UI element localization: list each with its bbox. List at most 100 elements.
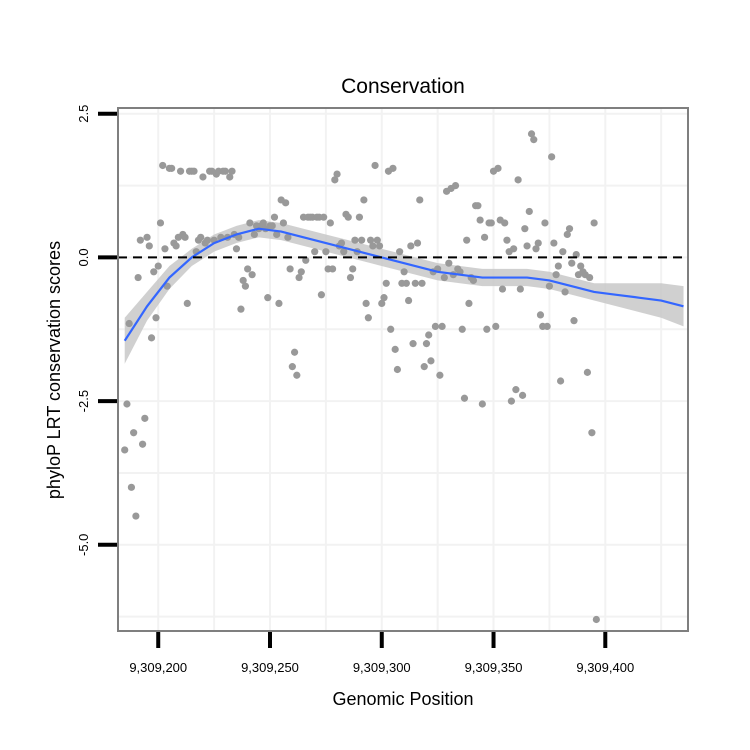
data-point bbox=[250, 230, 258, 239]
data-point bbox=[427, 357, 435, 365]
data-point bbox=[152, 314, 160, 322]
data-point bbox=[297, 268, 305, 276]
y-axis-label: phyloP LRT conservation scores bbox=[44, 241, 64, 499]
smooth-ribbon-layer bbox=[124, 220, 684, 364]
data-point bbox=[282, 199, 290, 207]
data-point bbox=[331, 176, 339, 184]
data-point bbox=[478, 400, 486, 408]
data-point bbox=[268, 222, 276, 230]
data-point bbox=[264, 294, 272, 302]
data-point bbox=[404, 296, 413, 305]
data-point bbox=[389, 164, 397, 172]
data-point bbox=[241, 282, 250, 290]
data-point bbox=[270, 213, 279, 221]
data-point bbox=[536, 311, 545, 319]
data-point bbox=[550, 239, 558, 247]
data-point bbox=[445, 259, 453, 267]
data-point bbox=[293, 371, 301, 379]
data-point bbox=[275, 299, 283, 308]
data-point bbox=[561, 288, 569, 296]
smooth-ribbon bbox=[124, 220, 684, 364]
plot-area bbox=[117, 107, 689, 632]
data-point bbox=[346, 273, 355, 282]
data-point bbox=[366, 236, 375, 244]
data-point bbox=[590, 219, 598, 227]
data-point bbox=[570, 317, 578, 325]
data-point bbox=[420, 363, 428, 371]
chart-title: Conservation bbox=[341, 75, 465, 98]
smooth-line bbox=[123, 227, 684, 342]
data-point bbox=[228, 167, 236, 175]
data-point bbox=[172, 242, 180, 250]
data-point bbox=[362, 299, 370, 308]
data-point bbox=[161, 245, 169, 253]
y-tick-label: -2.5 bbox=[76, 390, 91, 412]
data-point bbox=[391, 345, 399, 353]
data-point bbox=[147, 334, 156, 342]
data-point bbox=[328, 265, 337, 273]
data-point bbox=[469, 276, 478, 285]
data-point bbox=[141, 414, 149, 422]
data-point bbox=[512, 386, 520, 394]
data-point bbox=[221, 167, 229, 175]
data-point bbox=[592, 615, 600, 624]
data-point bbox=[295, 273, 303, 282]
data-point bbox=[507, 397, 516, 405]
data-point bbox=[333, 170, 341, 178]
data-point bbox=[145, 242, 153, 250]
data-point bbox=[199, 173, 207, 181]
data-point bbox=[326, 219, 334, 227]
data-point bbox=[378, 299, 386, 308]
y-tick-label: -5.0 bbox=[76, 534, 91, 556]
data-point bbox=[474, 202, 482, 210]
data-point bbox=[382, 279, 390, 287]
data-point bbox=[554, 262, 562, 270]
data-point bbox=[534, 239, 542, 247]
data-point bbox=[431, 322, 440, 330]
data-point bbox=[322, 248, 330, 256]
data-point bbox=[279, 219, 288, 227]
data-point bbox=[416, 196, 424, 204]
data-point bbox=[498, 285, 507, 293]
data-point bbox=[246, 219, 254, 227]
data-point bbox=[541, 219, 549, 227]
data-point bbox=[358, 236, 366, 244]
data-point bbox=[340, 248, 348, 256]
data-point bbox=[400, 268, 408, 276]
data-point bbox=[355, 213, 364, 221]
data-point bbox=[284, 233, 292, 241]
data-point bbox=[232, 245, 241, 253]
data-point bbox=[203, 236, 212, 244]
data-point bbox=[286, 265, 294, 273]
data-point bbox=[552, 271, 560, 279]
data-point bbox=[197, 233, 205, 241]
x-tick-label: 9,309,200 bbox=[129, 660, 187, 675]
data-point bbox=[572, 250, 580, 259]
data-point bbox=[463, 236, 471, 244]
data-point bbox=[244, 265, 252, 273]
data-point bbox=[375, 242, 384, 250]
data-point bbox=[530, 136, 538, 144]
data-point bbox=[121, 446, 129, 454]
data-point bbox=[125, 319, 133, 328]
y-tick-label: 2.5 bbox=[76, 105, 91, 123]
data-point bbox=[369, 242, 377, 250]
data-point bbox=[290, 348, 299, 356]
data-point bbox=[460, 394, 469, 402]
data-point bbox=[436, 371, 444, 379]
data-point bbox=[150, 268, 158, 276]
points-layer bbox=[121, 130, 600, 624]
grid bbox=[118, 108, 688, 631]
data-point bbox=[237, 305, 245, 313]
data-point bbox=[492, 322, 500, 330]
y-tick-label: 0.0 bbox=[76, 248, 91, 266]
data-point bbox=[543, 322, 551, 330]
data-point bbox=[563, 230, 571, 239]
data-point bbox=[351, 236, 359, 244]
data-point bbox=[396, 248, 404, 256]
data-point bbox=[154, 262, 162, 270]
data-point bbox=[465, 299, 473, 308]
data-point bbox=[503, 236, 511, 244]
data-point bbox=[127, 483, 136, 491]
